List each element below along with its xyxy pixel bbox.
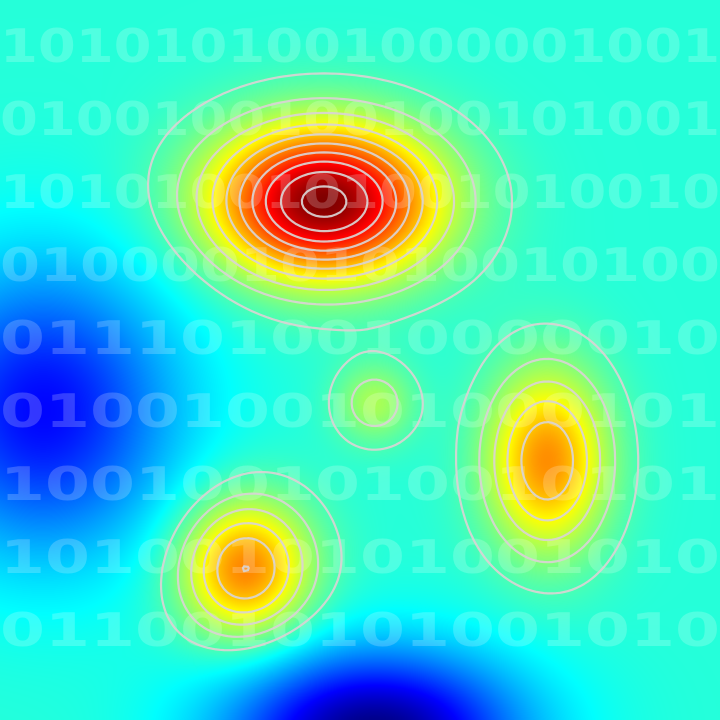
contour-line: [238, 142, 411, 573]
contour-line: [216, 133, 575, 600]
contour-line: [176, 97, 617, 638]
contour-line: [264, 160, 384, 243]
binary-row: 0100100101000101: [0, 384, 720, 438]
contour-line: [251, 151, 398, 252]
contour-line: [300, 185, 348, 218]
contour-lines: [147, 72, 640, 652]
contour-line: [279, 170, 369, 233]
binary-digit-watermark: 1010101001000001001010010010010010100110…: [0, 19, 720, 657]
binary-row: 0111010010000010: [0, 311, 720, 365]
binary-row: 1001001010010101: [0, 457, 720, 511]
binary-row: 0110010101001010: [0, 603, 720, 657]
contour-line: [190, 111, 602, 626]
contour-line: [147, 72, 640, 652]
binary-row: 1010101001000001001: [0, 19, 720, 73]
binary-row: 1010100101001010010: [0, 165, 720, 219]
contour-line: [202, 123, 589, 614]
binary-row: 1010010101001010: [0, 530, 720, 584]
